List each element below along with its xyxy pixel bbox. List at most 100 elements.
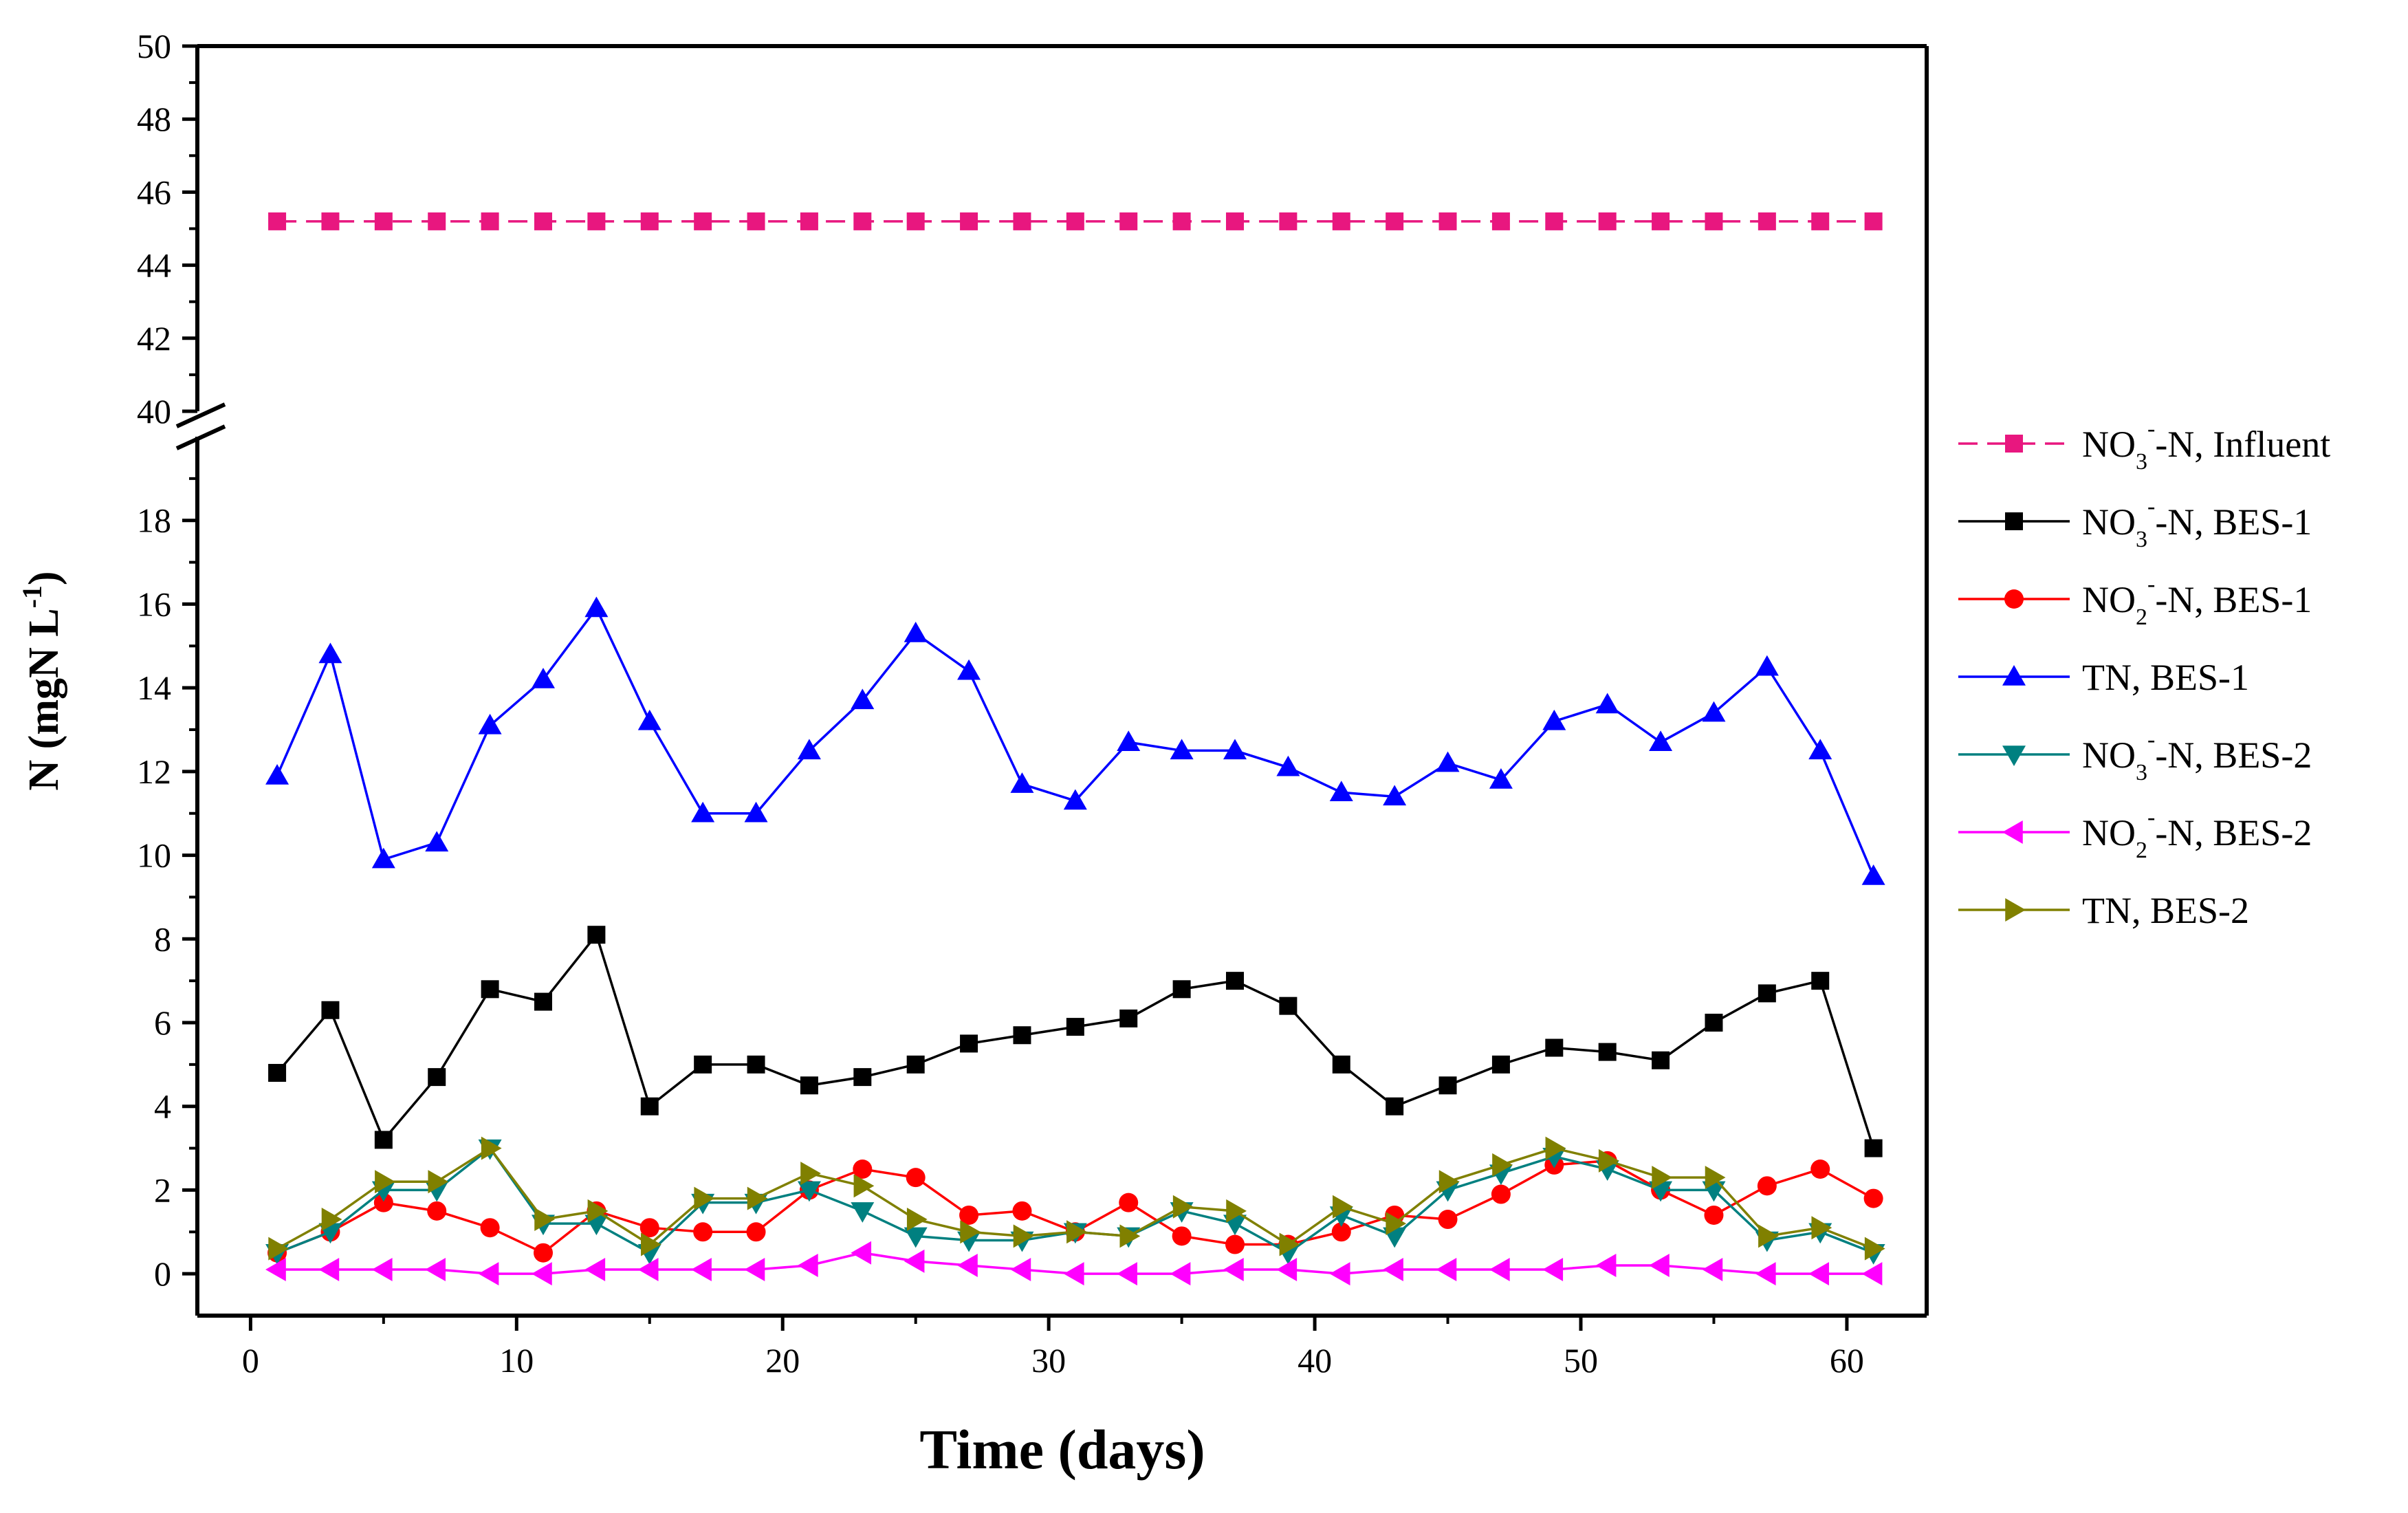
y-tick-label: 2	[154, 1171, 171, 1209]
legend-marker	[2004, 589, 2024, 609]
y-tick-label: 12	[137, 752, 171, 791]
x-tick-label: 10	[499, 1341, 534, 1380]
data-point	[960, 212, 978, 230]
data-point	[1119, 1009, 1138, 1027]
data-point	[1542, 1258, 1564, 1282]
data-point	[480, 1218, 500, 1238]
data-point	[1386, 1097, 1404, 1115]
legend-label: NO3--N, BES-2	[2082, 727, 2312, 785]
data-point	[1649, 1253, 1670, 1277]
data-point	[1491, 1184, 1511, 1204]
data-point	[1386, 1212, 1407, 1236]
data-point	[584, 596, 609, 618]
data-point	[694, 1055, 712, 1074]
data-point	[1811, 1216, 1832, 1240]
x-tick-label: 30	[1031, 1341, 1066, 1380]
data-point	[584, 1258, 606, 1282]
data-point	[1702, 701, 1726, 722]
data-point	[691, 1258, 712, 1282]
data-point	[693, 1222, 713, 1242]
data-point	[1172, 980, 1191, 999]
legend-item: NO3--N, BES-1	[1958, 494, 2312, 552]
data-point	[694, 212, 712, 230]
data-point	[1810, 1160, 1830, 1179]
data-point	[1861, 1262, 1883, 1286]
y-axis-title: N (mgN L-1)	[17, 571, 67, 790]
data-point	[532, 667, 555, 688]
data-point	[957, 659, 981, 680]
data-point	[1333, 1195, 1353, 1219]
data-point	[268, 212, 287, 230]
legend-label: NO2--N, BES-2	[2082, 805, 2312, 863]
data-point	[1438, 1210, 1458, 1230]
x-axis-ticks: 0 10 20 30 40 50 60	[242, 1316, 1864, 1380]
y-tick-label: 10	[137, 836, 171, 875]
y-tick-label: 46	[137, 173, 171, 211]
data-point	[1172, 1195, 1194, 1219]
series-3	[267, 1151, 1883, 1263]
data-point	[851, 1241, 872, 1265]
data-point	[534, 1243, 553, 1263]
x-tick-label: 20	[765, 1341, 800, 1380]
data-point	[1705, 1166, 1726, 1190]
data-point	[428, 1170, 449, 1194]
data-point	[960, 1034, 978, 1053]
series-line	[276, 932, 1875, 1149]
data-point	[746, 1222, 766, 1242]
data-point	[1170, 739, 1194, 760]
data-point	[1226, 972, 1244, 990]
data-point	[1436, 751, 1460, 772]
data-point	[637, 1258, 659, 1282]
data-point	[1012, 1201, 1032, 1221]
data-point	[587, 1199, 609, 1223]
data-point	[371, 847, 395, 869]
data-point	[1013, 212, 1031, 230]
y-tick-label: 40	[137, 392, 171, 431]
legend-label: NO3--N, BES-1	[2082, 494, 2312, 552]
data-point	[1172, 212, 1191, 230]
data-point	[1598, 212, 1617, 230]
data-point	[1491, 212, 1510, 230]
data-point	[800, 1162, 821, 1186]
data-point	[694, 1186, 715, 1210]
data-point	[639, 1218, 659, 1238]
data-point	[1649, 730, 1673, 752]
data-point	[960, 1220, 981, 1244]
data-point	[851, 688, 875, 710]
y-tick-label: 16	[137, 585, 171, 623]
data-point	[1332, 1055, 1350, 1074]
legend-label: TN, BES-1	[2082, 657, 2249, 698]
data-point	[1225, 1234, 1245, 1254]
data-point	[797, 739, 821, 760]
legend-item: NO3--N, Influent	[1958, 416, 2330, 475]
data-point	[797, 1181, 821, 1202]
data-point	[1276, 1258, 1298, 1282]
data-point	[904, 622, 928, 642]
data-point	[1066, 1018, 1084, 1036]
data-point	[1864, 1237, 1885, 1261]
data-point	[1276, 755, 1300, 776]
data-point	[374, 212, 393, 230]
legend-label: TN, BES-2	[2082, 890, 2249, 931]
data-point	[1279, 212, 1298, 230]
data-point	[640, 1097, 659, 1115]
data-point	[747, 212, 765, 230]
data-point	[1492, 1153, 1513, 1177]
data-point	[853, 212, 872, 230]
data-point	[1755, 655, 1779, 676]
data-point	[800, 212, 818, 230]
data-point	[1438, 212, 1457, 230]
data-point	[1758, 212, 1776, 230]
data-point	[1705, 1014, 1723, 1032]
data-point	[428, 212, 446, 230]
data-point	[904, 1227, 928, 1248]
data-point	[640, 212, 659, 230]
legend-marker	[2002, 820, 2023, 844]
data-point	[1013, 1026, 1031, 1045]
data-point	[1652, 1051, 1670, 1069]
y-tick-label: 6	[154, 1003, 171, 1042]
data-point	[1489, 1258, 1510, 1282]
data-point	[1757, 1176, 1777, 1196]
data-point	[1864, 1139, 1883, 1157]
